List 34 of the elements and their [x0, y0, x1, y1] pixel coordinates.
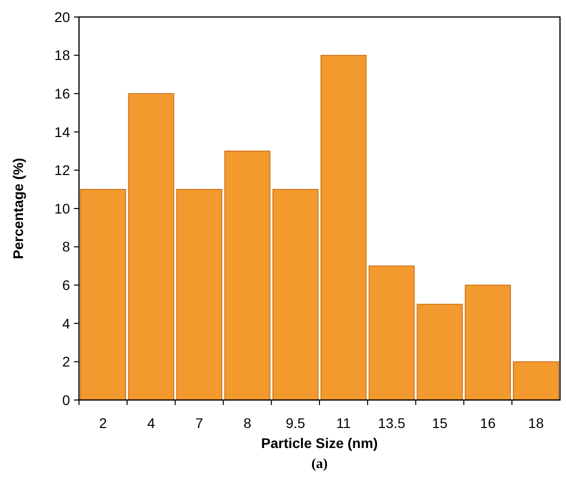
bar	[176, 188, 222, 400]
y-tick-label: 18	[54, 47, 70, 64]
bar	[320, 54, 367, 400]
text: (a)	[311, 457, 328, 472]
y-tick-label: 2	[62, 354, 70, 370]
y-tick-label: 12	[54, 162, 70, 178]
bar	[224, 150, 270, 400]
y-tick-label: 0	[62, 392, 70, 408]
y-tick-label: 16	[54, 86, 70, 102]
x-tick-label: 13.5	[378, 415, 406, 431]
bar	[272, 188, 318, 400]
bar	[512, 361, 559, 400]
x-tick-label: 16	[480, 415, 496, 431]
y-tick-label: 8	[62, 238, 70, 255]
y-tick-label: 14	[54, 124, 70, 140]
x-tick-label: 15	[432, 415, 448, 431]
x-tick-label: 11	[336, 415, 352, 431]
y-tick-label: 10	[54, 200, 70, 216]
y-tick-label: 20	[54, 8, 70, 25]
y-tick-label: 6	[62, 277, 70, 293]
x-tick-label: 18	[528, 415, 544, 431]
x-tick-label: 4	[147, 415, 156, 431]
x-tick-label: 2	[99, 415, 108, 431]
bar	[416, 304, 463, 400]
bar	[464, 284, 511, 400]
bar	[80, 188, 126, 400]
x-tick-label: 7	[195, 415, 204, 431]
x-axis-title: Particle Size (nm)	[261, 435, 378, 451]
x-tick-label: 9.5	[286, 415, 306, 431]
x-tick-label: 8	[243, 415, 252, 431]
bar	[368, 266, 415, 400]
y-axis-title: Percentage (%)	[10, 158, 26, 260]
bar	[128, 93, 174, 400]
y-tick-label: 4	[62, 315, 70, 332]
